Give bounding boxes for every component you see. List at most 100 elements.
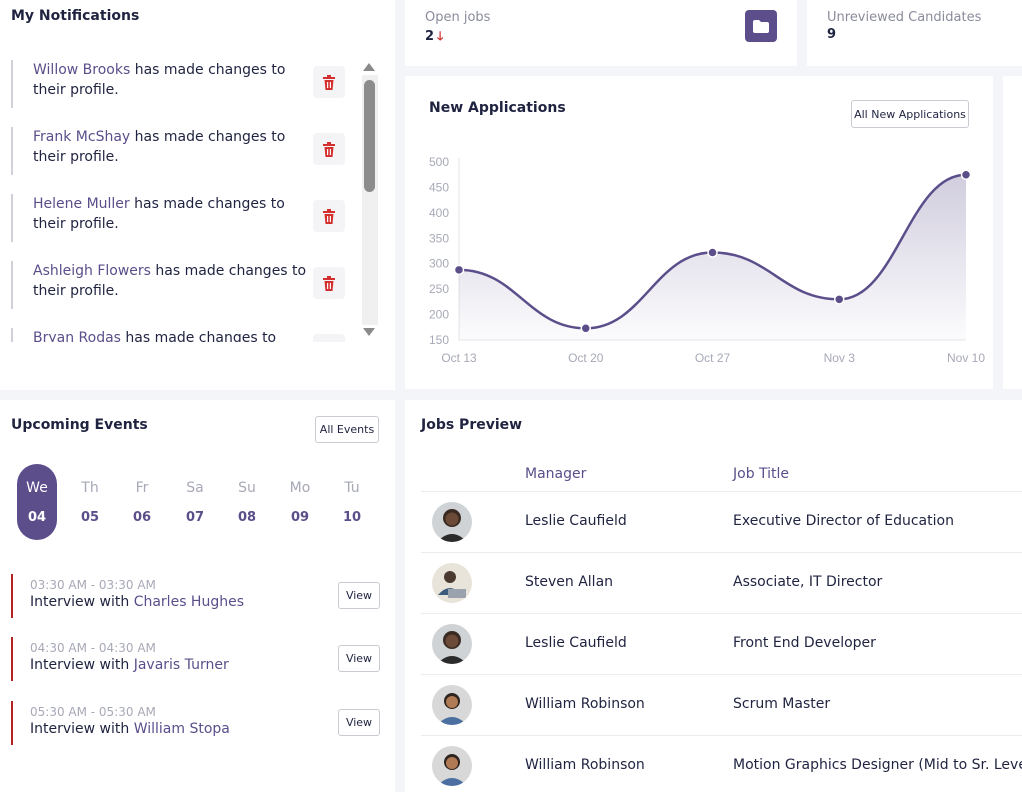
y-tick-label: 500 [429, 155, 449, 169]
y-tick-label: 300 [429, 257, 449, 271]
data-point[interactable] [707, 247, 718, 258]
day-number: 10 [342, 510, 362, 525]
delete-notification-button[interactable] [313, 267, 345, 299]
trash-icon [323, 275, 335, 291]
notification-user-link[interactable]: Ashleigh Flowers [33, 263, 151, 279]
event-time: 03:30 AM - 03:30 AM [30, 578, 156, 592]
open-jobs-folder-button[interactable] [745, 10, 777, 42]
notification-item: Helene Muller has made changes to their … [11, 194, 351, 242]
view-event-button[interactable]: View [338, 709, 380, 736]
day-number: 04 [27, 510, 47, 525]
x-tick-label: Oct 13 [441, 351, 477, 365]
scroll-up-arrow-icon[interactable] [363, 63, 375, 71]
x-tick-label: Oct 27 [695, 351, 731, 365]
notification-user-link[interactable]: Bryan Rodas [33, 330, 121, 342]
event-title: Interview with William Stopa [30, 721, 230, 737]
data-points [453, 169, 972, 334]
day-number: 06 [132, 510, 152, 525]
day-we[interactable]: We 04 [17, 464, 57, 540]
day-fr[interactable]: Fr 06 [122, 464, 162, 540]
event-candidate-link[interactable]: Javaris Turner [133, 657, 229, 673]
x-tick-label: Nov 3 [824, 351, 856, 365]
data-point[interactable] [453, 264, 465, 276]
avatar-man-icon [432, 746, 472, 786]
x-tick-label: Oct 20 [568, 351, 604, 365]
day-mo[interactable]: Mo 09 [280, 464, 320, 540]
upcoming-events-title: Upcoming Events [11, 417, 148, 433]
event-candidate-link[interactable]: Charles Hughes [133, 594, 245, 610]
open-jobs-card: Open jobs 2 🡓 [405, 0, 797, 66]
avatar [432, 685, 472, 725]
trash-icon [323, 74, 335, 90]
jobs-preview-card: Jobs Preview Manager Job Title Leslie Ca… [405, 400, 1022, 792]
notifications-list: Willow Brooks has made changes to their … [0, 50, 362, 342]
open-jobs-label: Open jobs [425, 10, 491, 25]
table-row[interactable]: William Robinson Scrum Master [421, 674, 1022, 735]
day-name: Fr [135, 480, 149, 496]
column-header-manager[interactable]: Manager [525, 466, 587, 482]
scroll-down-arrow-icon[interactable] [363, 328, 375, 336]
notification-text: Frank McShay has made changes to their p… [33, 129, 286, 165]
data-point[interactable] [580, 323, 591, 334]
table-row[interactable]: William Robinson Motion Graphics Designe… [421, 735, 1022, 792]
notification-user-link[interactable]: Helene Muller [33, 196, 130, 212]
unreviewed-label: Unreviewed Candidates [827, 10, 982, 25]
manager-cell: Leslie Caufield [525, 635, 627, 651]
view-event-button[interactable]: View [338, 645, 380, 672]
day-su[interactable]: Su 08 [227, 464, 267, 540]
delete-notification-button[interactable] [313, 200, 345, 232]
day-number: 09 [290, 510, 310, 525]
data-point[interactable] [960, 169, 972, 180]
job-title-cell: Front End Developer [733, 635, 876, 651]
day-tu[interactable]: Tu 10 [332, 464, 372, 540]
y-tick-label: 250 [429, 282, 449, 296]
event-time: 05:30 AM - 05:30 AM [30, 705, 156, 719]
notification-text: Bryan Rodas has made changes to their pr… [33, 328, 313, 342]
avatar [432, 624, 472, 664]
avatar [432, 502, 472, 542]
day-number: 07 [185, 510, 205, 525]
y-tick-label: 200 [429, 308, 449, 322]
delete-notification-button[interactable] [313, 334, 345, 342]
notification-text: Ashleigh Flowers has made changes to the… [33, 263, 307, 299]
day-name: Th [81, 480, 99, 496]
trash-icon [323, 141, 335, 157]
all-events-button[interactable]: All Events [315, 416, 379, 443]
delete-notification-button[interactable] [313, 66, 345, 98]
notifications-card: My Notifications Willow Brooks has made … [0, 0, 395, 390]
scrollbar-thumb[interactable] [364, 80, 375, 192]
new-applications-card: New Applications All New Applications 15… [405, 76, 993, 389]
column-header-job-title[interactable]: Job Title [733, 466, 790, 482]
y-tick-label: 150 [429, 333, 449, 347]
notification-item: Ashleigh Flowers has made changes to the… [11, 261, 351, 309]
manager-cell: Leslie Caufield [525, 513, 627, 529]
delete-notification-button[interactable] [313, 133, 345, 165]
y-tick-label: 400 [429, 206, 449, 220]
avatar [432, 563, 472, 603]
event-item: 05:30 AM - 05:30 AM Interview with Willi… [11, 701, 381, 745]
day-sa[interactable]: Sa 07 [175, 464, 215, 540]
day-name: Sa [186, 480, 204, 496]
folder-icon [753, 19, 769, 33]
notification-user-link[interactable]: Willow Brooks [33, 62, 131, 78]
notifications-title: My Notifications [11, 8, 140, 24]
day-th[interactable]: Th 05 [70, 464, 110, 540]
manager-cell: William Robinson [525, 696, 645, 712]
event-candidate-link[interactable]: William Stopa [133, 721, 230, 737]
event-title: Interview with Javaris Turner [30, 657, 229, 673]
notification-text: Willow Brooks has made changes to their … [33, 62, 286, 98]
job-title-cell: Associate, IT Director [733, 574, 883, 590]
avatar-woman-icon [432, 502, 472, 542]
all-new-applications-button[interactable]: All New Applications [851, 100, 969, 128]
table-row[interactable]: Leslie Caufield Front End Developer [421, 613, 1022, 674]
job-title-cell: Scrum Master [733, 696, 831, 712]
day-number: 08 [237, 510, 257, 525]
table-row[interactable]: Leslie Caufield Executive Director of Ed… [421, 491, 1022, 552]
view-event-button[interactable]: View [338, 582, 380, 609]
data-point[interactable] [834, 294, 845, 305]
event-title: Interview with Charles Hughes [30, 594, 245, 610]
day-number: 05 [80, 510, 100, 525]
notification-user-link[interactable]: Frank McShay [33, 129, 131, 145]
table-row[interactable]: Steven Allan Associate, IT Director [421, 552, 1022, 613]
